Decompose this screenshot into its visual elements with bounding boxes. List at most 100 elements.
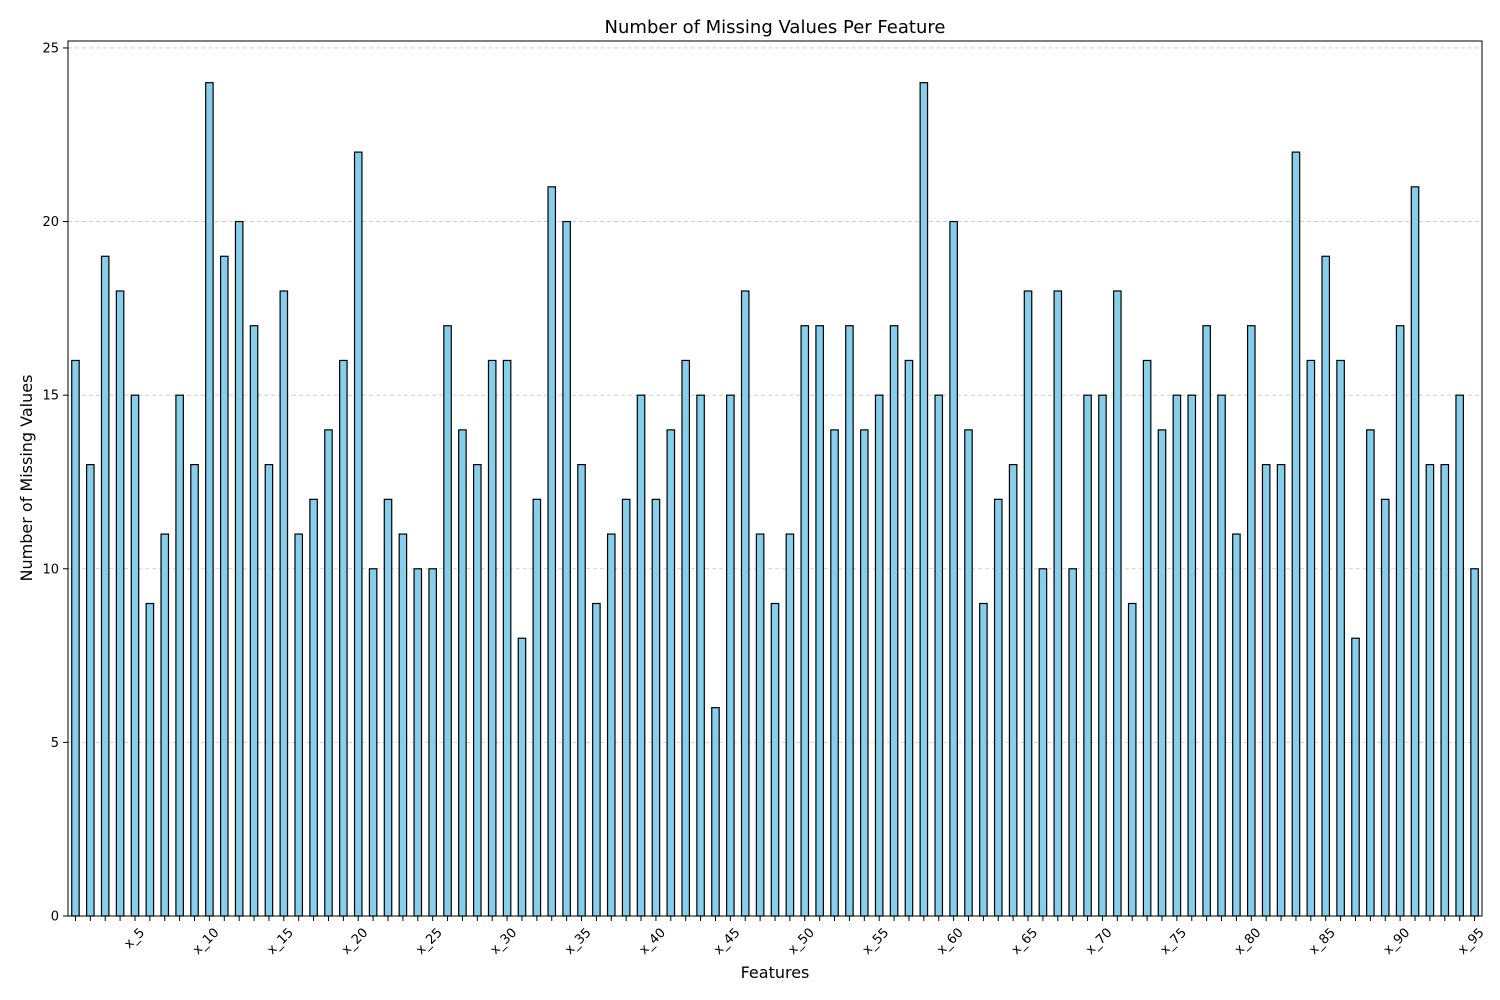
bar-x_37 [606,533,616,917]
bar-x_95 [1470,568,1479,917]
bar-x_68 [1068,568,1078,917]
bar-x_76 [1187,394,1197,917]
bar-x_36 [592,602,601,917]
bar-x_21 [368,568,378,917]
bar-x_7 [160,533,170,917]
bar-x_58 [919,82,929,917]
bar-x_29 [487,359,497,917]
bar-x_57 [904,359,914,917]
bar-x_60 [949,220,958,917]
bar-x_39 [636,394,646,917]
bar-x_75 [1172,394,1182,917]
bar-x_23 [398,533,408,917]
bar-x_55 [874,394,884,917]
x-tick-label: x_20 [339,925,371,957]
x-tick-label: x_80 [1232,925,1264,957]
bar-x_17 [309,498,318,917]
bar-x_2 [86,464,95,917]
y-tick-label: 20 [42,215,59,230]
bar-x_8 [175,394,184,917]
bar-x_61 [964,429,973,917]
x-tick-label: x_40 [637,925,669,957]
bar-x_32 [532,498,542,917]
bar-x_22 [383,498,393,917]
bar-x_47 [755,533,765,917]
bar-x_67 [1053,290,1063,917]
bar-x_70 [1098,394,1107,917]
bar-x_81 [1261,464,1271,917]
bar-x_71 [1113,290,1122,917]
bar-x_72 [1127,602,1137,917]
bar-x_5 [130,394,140,917]
x-tick-label: x_65 [1009,925,1041,957]
bar-x_40 [651,498,661,917]
bar-x_44 [711,707,720,917]
bar-x_42 [681,359,691,917]
bar-x_85 [1321,255,1331,917]
x-tick-label: x_45 [711,925,743,957]
bar-x_10 [205,82,214,917]
bar-x_14 [264,464,274,917]
x-tick-label: x_90 [1381,925,1413,957]
bar-x_84 [1306,359,1316,917]
bar-x_74 [1157,429,1167,917]
bar-x_91 [1410,186,1420,917]
bar-x_80 [1246,325,1256,917]
bar-x_31 [517,637,527,917]
x-tick-label: x_50 [785,925,817,957]
x-tick-label: x_70 [1083,925,1115,957]
bar-x_90 [1395,325,1405,917]
y-tick-label: 5 [51,736,59,751]
bar-x_13 [249,325,259,917]
chart-title: Number of Missing Values Per Feature [605,17,946,38]
bar-x_12 [234,220,244,917]
bars [71,82,1479,917]
bar-x_1 [71,359,80,917]
bar-x_78 [1217,394,1226,917]
bar-x_69 [1083,394,1092,917]
bar-x_73 [1142,359,1152,917]
bar-x_38 [621,498,631,917]
bar-x_18 [324,429,333,917]
x-tick-label: x_10 [190,925,222,957]
bar-x_88 [1366,429,1375,917]
x-tick-label: x_35 [562,925,594,957]
bar-x_65 [1023,290,1033,917]
bar-x_45 [726,394,735,917]
bar-x_24 [413,568,423,917]
bar-x_63 [993,498,1003,917]
bar-x_33 [547,186,557,917]
bar-x_19 [339,359,348,917]
bar-x_4 [115,290,125,917]
x-tick-label: x_15 [265,925,297,957]
bar-x_25 [428,568,437,917]
bar-x_83 [1291,151,1301,917]
bar-x_3 [100,255,110,917]
bar-x_64 [1008,464,1018,917]
x-axis-label: Features [741,963,810,982]
x-axis-ticks: x_5 x_10 x_15 x_20 x_25 x_30 x_35 x_40 x_45 x_50 x… [74,916,1488,958]
bar-x_49 [785,533,795,917]
x-tick-label: x_30 [488,925,520,957]
y-tick-label: 0 [51,910,59,925]
bar-x_34 [562,220,571,917]
bar-x_9 [190,464,199,917]
bar-x_51 [815,325,824,917]
bar-x_93 [1440,464,1450,917]
x-tick-label: x_75 [1158,925,1190,957]
plot-frame [67,40,1483,917]
bar-x_15 [279,290,289,917]
y-tick-label: 15 [42,389,59,404]
bar-x_53 [845,325,854,917]
bar-x_48 [770,602,780,917]
bar-x_41 [666,429,676,917]
x-tick-label: x_25 [413,925,445,957]
x-tick-label: x_95 [1455,925,1487,957]
bar-x_66 [1038,568,1048,917]
x-tick-label: x_85 [1306,925,1338,957]
bar-x_52 [830,429,839,917]
bar-x_43 [696,394,705,917]
bar-x_28 [472,464,482,917]
bar-x_50 [800,325,810,917]
